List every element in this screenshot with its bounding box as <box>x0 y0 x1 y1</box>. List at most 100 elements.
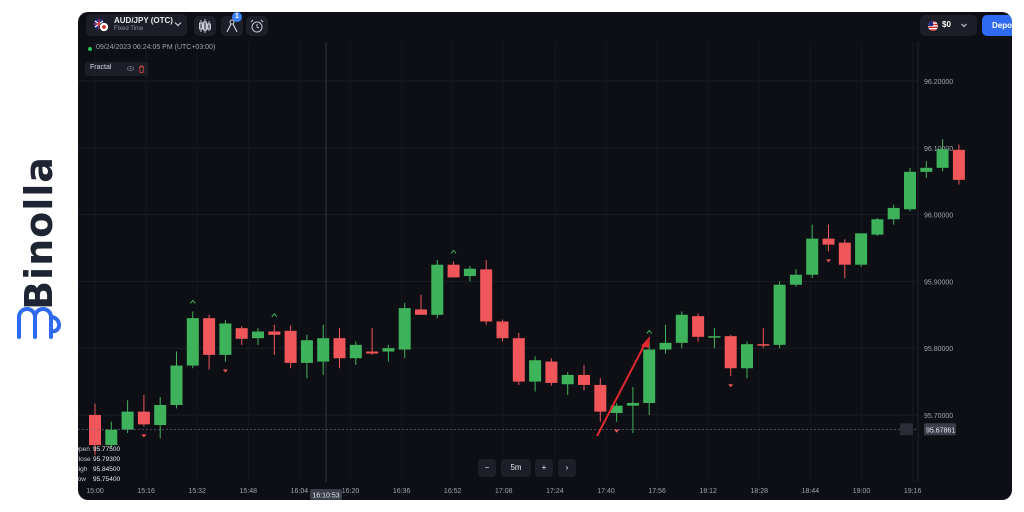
candle-up <box>317 338 330 362</box>
ohlc-readout: Open95.77500 Close95.79300 High95.84500 … <box>78 445 120 485</box>
price-chart[interactable]: 96.2000096.1000096.0000095.9000095.80000… <box>78 12 1012 500</box>
candle-down <box>838 242 851 265</box>
candle-up <box>708 336 721 338</box>
x-tick-label: 17:40 <box>597 488 615 495</box>
live-status-dot <box>88 47 92 51</box>
candle-down <box>757 344 770 346</box>
candle-up <box>561 374 574 385</box>
fractal-up-marker <box>450 249 457 254</box>
trash-icon[interactable] <box>138 65 145 73</box>
candle-up <box>920 167 933 172</box>
indicators-icon <box>226 19 238 33</box>
candlestick-type-icon <box>199 19 211 33</box>
candle-up <box>105 429 118 446</box>
indicator-count-badge: 1 <box>232 12 242 22</box>
eye-icon[interactable] <box>127 66 134 71</box>
x-tick-label: 16:36 <box>393 488 411 495</box>
us-flag-icon <box>928 21 938 31</box>
current-datetime: 09/24/2023 06:24:05 PM (UTC+03:00) <box>96 44 216 51</box>
candle-up <box>170 365 183 405</box>
ohlc-row: High 95.84500 <box>78 465 120 475</box>
y-tick-label: 95.80000 <box>924 346 953 353</box>
x-tick-label: 16:52 <box>444 488 462 495</box>
candle-down <box>137 411 150 425</box>
candle-up <box>741 344 753 369</box>
x-tick-label: 15:48 <box>240 488 258 495</box>
trading-app-window: 96.2000096.1000096.0000095.9000095.80000… <box>78 12 1012 500</box>
candle-up <box>626 402 639 406</box>
candle-down <box>952 149 965 180</box>
x-tick-label: 19:16 <box>904 488 922 495</box>
fractal-down-marker <box>826 259 831 263</box>
x-tick-label: 18:44 <box>802 488 820 495</box>
balance-amount: $0 <box>942 20 951 29</box>
x-tick-label: 17:56 <box>648 488 666 495</box>
deposit-button[interactable]: Depo <box>982 15 1012 36</box>
fractal-down-marker <box>614 429 620 433</box>
top-toolbar: AUD/JPY (OTC) Fixed Time 1 <box>78 12 1012 42</box>
candle-up <box>675 314 688 343</box>
candle-up <box>871 219 884 235</box>
alerts-button[interactable] <box>246 16 268 36</box>
ohlc-value: 95.77500 <box>93 446 121 453</box>
candle-up <box>773 284 786 345</box>
candle-down <box>203 318 216 355</box>
x-tick-label: 19:00 <box>853 488 871 495</box>
candle-down <box>578 374 590 385</box>
candle-down <box>89 415 101 446</box>
candle-down <box>268 331 281 335</box>
x-tick-label: 18:28 <box>751 488 769 495</box>
candle-up <box>300 340 313 363</box>
candle-up <box>904 171 916 210</box>
ohlc-key: High <box>78 466 88 473</box>
alarm-clock-icon <box>250 19 264 33</box>
ohlc-key: Open <box>78 446 90 453</box>
asset-selector[interactable]: AUD/JPY (OTC) Fixed Time <box>86 14 187 36</box>
chevron-down-icon <box>961 23 967 28</box>
candle-up <box>463 268 476 277</box>
candle-up <box>252 331 264 339</box>
candle-up <box>806 238 819 275</box>
annotation-arrow <box>596 341 647 437</box>
balance-selector[interactable]: $0 <box>920 15 977 36</box>
candle-up <box>789 274 802 285</box>
price-alert-icon[interactable] <box>900 423 913 436</box>
ohlc-row: Low 95.75400 <box>78 475 120 485</box>
annotation-arrow-head <box>641 336 650 348</box>
x-tick-label: 16:20 <box>342 488 360 495</box>
y-tick-label: 96.20000 <box>924 79 953 86</box>
candle-down <box>822 238 835 245</box>
candle-down <box>724 336 737 369</box>
x-tick-label: 17:24 <box>546 488 564 495</box>
chart-type-button[interactable] <box>194 16 216 36</box>
indicator-chip[interactable]: Fractal <box>85 62 148 76</box>
candle-up <box>398 308 411 350</box>
ohlc-row: Close95.79300 <box>78 455 120 465</box>
chevron-down-icon <box>174 22 182 27</box>
candle-down <box>480 269 493 322</box>
candle-up <box>382 348 395 352</box>
ohlc-key: Low <box>78 476 86 483</box>
brand-panel: Binolla <box>0 0 78 512</box>
zoom-in-button[interactable]: + <box>535 459 553 477</box>
ohlc-value: 95.79300 <box>93 456 121 463</box>
next-button[interactable]: › <box>558 459 576 477</box>
fractal-down-marker <box>141 434 147 438</box>
candle-up <box>219 323 232 355</box>
candle-down <box>235 328 248 339</box>
candle-up <box>154 404 167 426</box>
x-tick-label: 15:32 <box>188 488 206 495</box>
crosshair-time-label: 16:10:53 <box>312 493 339 500</box>
timeframe-value[interactable]: 5m <box>501 459 531 477</box>
candle-down <box>333 338 346 359</box>
candle-up <box>121 411 134 430</box>
candle-down <box>415 309 427 315</box>
ohlc-key: Close <box>78 456 91 463</box>
candle-down <box>692 316 705 337</box>
zoom-out-button[interactable]: − <box>478 459 496 477</box>
candle-down <box>594 384 607 412</box>
x-tick-label: 18:12 <box>699 488 717 495</box>
current-price-label: 95.67861 <box>926 427 955 434</box>
candle-up <box>349 344 362 359</box>
candle-down <box>366 351 379 354</box>
